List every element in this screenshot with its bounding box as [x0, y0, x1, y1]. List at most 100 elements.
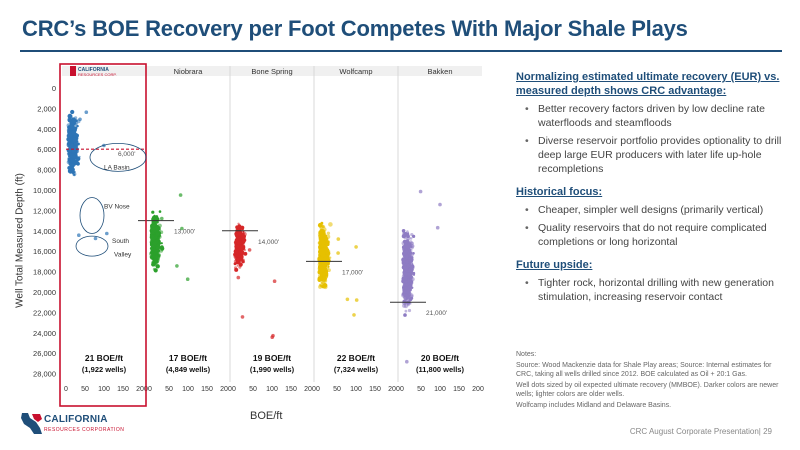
data-point — [407, 269, 411, 273]
data-point — [407, 275, 410, 278]
data-point — [320, 240, 326, 245]
y-tick-label: 8,000 — [37, 166, 56, 175]
data-point — [151, 237, 155, 241]
section-heading: Normalizing estimated ultimate recovery … — [516, 71, 780, 97]
y-tick-label: 4,000 — [37, 125, 56, 134]
data-point — [322, 272, 325, 275]
logo-name: CALIFORNIA — [44, 414, 108, 425]
boe-per-ft-label: 20 BOE/ft — [421, 353, 459, 363]
data-point — [238, 240, 241, 243]
x-tick-label: 200 — [304, 386, 316, 393]
data-point — [239, 232, 242, 236]
boe-per-ft-label: 21 BOE/ft — [85, 353, 123, 363]
data-point — [320, 272, 323, 275]
data-point — [326, 274, 329, 277]
data-point — [153, 227, 156, 230]
data-point — [321, 257, 324, 260]
data-point — [352, 313, 356, 317]
region-outline — [79, 197, 105, 234]
data-point — [77, 233, 81, 237]
data-point — [69, 114, 73, 118]
panel-header-band — [314, 66, 398, 76]
panel-header: Wolfcamp — [339, 67, 372, 76]
data-point — [406, 252, 411, 258]
data-point — [157, 255, 160, 258]
data-point — [153, 214, 156, 217]
data-point — [153, 255, 156, 259]
x-tick-label: 100 — [98, 386, 110, 393]
data-point — [407, 243, 412, 248]
data-point — [406, 239, 410, 243]
data-point — [410, 268, 413, 271]
data-point — [247, 248, 252, 252]
data-point — [318, 262, 323, 267]
data-point — [235, 257, 240, 262]
data-point — [410, 244, 415, 248]
data-point — [152, 220, 156, 225]
panel-header: Bone Spring — [251, 67, 292, 76]
y-tick-label: 14,000 — [33, 227, 56, 236]
y-tick-label: 2,000 — [37, 104, 56, 113]
data-point — [240, 315, 245, 319]
data-point — [240, 225, 245, 230]
data-point — [405, 359, 409, 364]
footer: CRC August Corporate Presentation| 29 — [629, 427, 772, 436]
data-point — [71, 117, 76, 122]
x-tick-label: 50 — [333, 386, 341, 393]
data-point — [72, 126, 76, 130]
data-point — [402, 276, 408, 281]
x-tick-label: 150 — [201, 386, 213, 393]
data-point — [153, 251, 159, 256]
data-point — [401, 300, 407, 306]
data-point — [160, 242, 163, 245]
company-logo-icon — [21, 413, 42, 434]
well-count-label: (7,324 wells) — [334, 365, 379, 374]
data-point — [240, 241, 245, 245]
data-point — [156, 258, 160, 262]
data-point — [157, 223, 162, 228]
data-point — [408, 248, 413, 253]
region-label: BV Nose — [104, 203, 130, 210]
data-point — [402, 303, 407, 308]
data-point — [321, 230, 326, 234]
data-point — [336, 237, 341, 241]
data-point — [237, 224, 242, 228]
data-point — [354, 245, 358, 249]
data-point — [320, 249, 323, 252]
data-point — [73, 142, 77, 146]
data-point — [236, 244, 240, 248]
data-point — [402, 232, 407, 237]
data-point — [68, 136, 74, 142]
region-label: LA Basin — [104, 165, 130, 172]
data-point — [354, 298, 359, 302]
data-point — [69, 152, 72, 156]
y-axis-label: Well Total Measured Depth (ft) — [14, 173, 26, 308]
data-point — [151, 216, 156, 221]
x-tick-label: 0 — [400, 386, 404, 393]
panel-header: Niobrara — [174, 67, 204, 76]
data-point — [185, 277, 190, 281]
x-tick-label: 50 — [249, 386, 257, 393]
data-point — [74, 146, 77, 149]
x-tick-label: 150 — [369, 386, 381, 393]
data-point — [403, 262, 407, 267]
x-tick-label: 100 — [434, 386, 446, 393]
x-tick-label: 150 — [117, 386, 129, 393]
data-point — [404, 287, 408, 291]
data-point — [73, 152, 76, 155]
data-point — [239, 242, 242, 245]
data-point — [153, 229, 156, 233]
data-point — [235, 250, 239, 255]
region-outline — [75, 235, 109, 257]
data-point — [321, 271, 323, 274]
data-point — [234, 267, 239, 272]
data-point — [326, 258, 329, 262]
panel-header: CALIFORNIA — [78, 67, 109, 73]
data-point — [320, 253, 322, 256]
data-point — [319, 284, 323, 287]
section-heading: Future upside: — [516, 259, 593, 271]
well-count-label: (1,990 wells) — [250, 365, 295, 374]
title-divider — [20, 50, 782, 52]
data-point — [401, 229, 406, 233]
data-point — [67, 117, 72, 123]
